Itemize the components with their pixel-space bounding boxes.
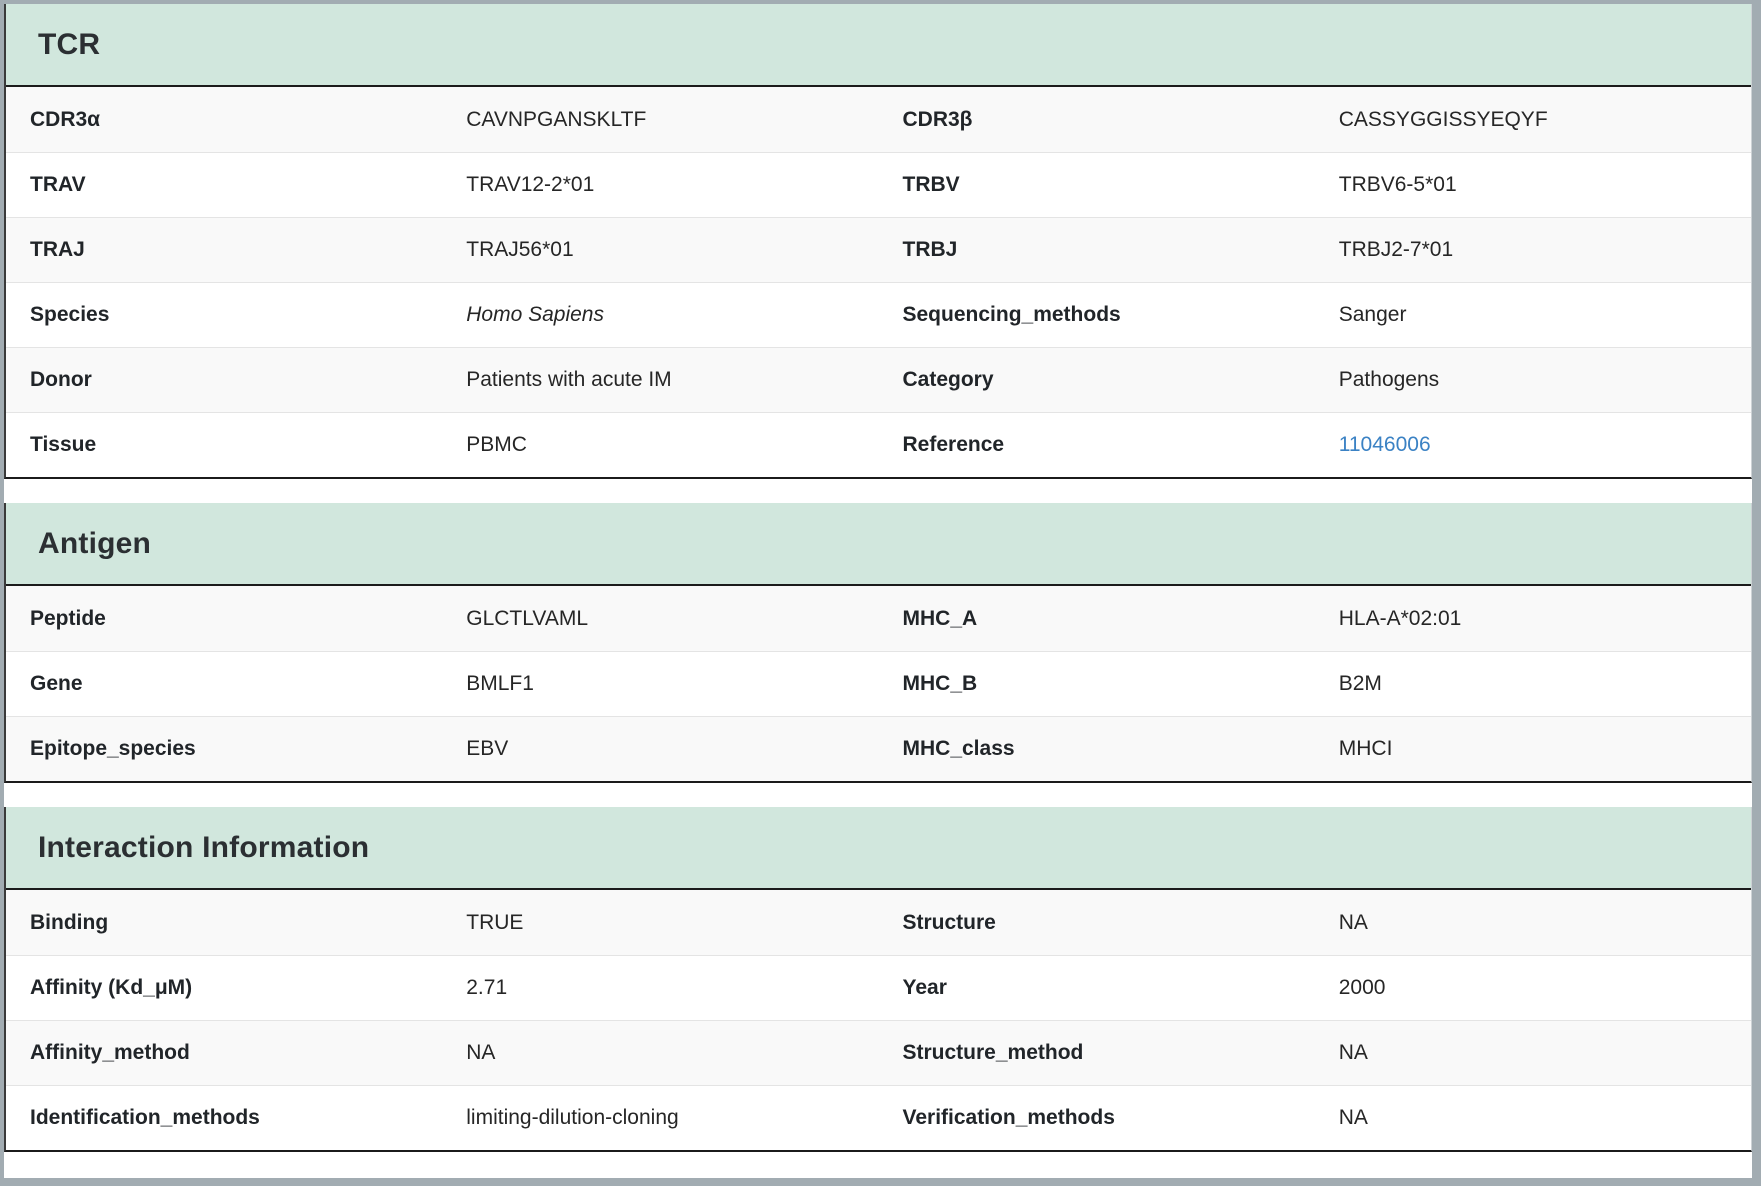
field-value-donor: Patients with acute IM [466, 368, 672, 392]
field-value-mhc-a: HLA-A*02:01 [1338, 606, 1462, 630]
section-title-interaction-information: Interaction Information [6, 807, 1751, 890]
field-label-affinity-method: Affinity_method [30, 1041, 190, 1065]
section-interaction-information: Interaction Information Binding TRUE Str… [4, 807, 1752, 1152]
field-value-trbj: TRBJ2-7*01 [1338, 238, 1454, 262]
field-value-binding: TRUE [466, 910, 524, 934]
field-label-peptide: Peptide [30, 606, 106, 630]
section-tcr: TCR CDR3α CAVNPGANSKLTF CDR3β CASSYGGISS… [4, 4, 1752, 479]
field-label-species: Species [30, 303, 110, 327]
field-value-species: Homo Sapiens [466, 303, 604, 327]
field-value-verification-methods: NA [1338, 1106, 1368, 1130]
table-row: Identification_methods limiting-dilution… [6, 1085, 1751, 1150]
table-row: Affinity (Kd_μM) 2.71 Year 2000 [6, 955, 1751, 1020]
field-value-epitope-species: EBV [466, 737, 509, 761]
field-label-category: Category [902, 368, 994, 392]
field-value-trbv: TRBV6-5*01 [1338, 173, 1457, 197]
field-value-affinity-method: NA [466, 1041, 496, 1065]
field-value-year: 2000 [1338, 976, 1386, 1000]
field-label-structure-method: Structure_method [902, 1041, 1084, 1065]
field-label-gene: Gene [30, 672, 83, 696]
field-value-identification-methods: limiting-dilution-cloning [466, 1106, 679, 1130]
table-row: TRAV TRAV12-2*01 TRBV TRBV6-5*01 [6, 152, 1751, 217]
field-value-category: Pathogens [1338, 368, 1440, 392]
field-label-sequencing-methods: Sequencing_methods [902, 303, 1121, 327]
field-label-cdr3b: CDR3β [902, 107, 973, 131]
field-label-verification-methods: Verification_methods [902, 1106, 1115, 1130]
field-value-traj: TRAJ56*01 [466, 238, 574, 262]
table-row: Gene BMLF1 MHC_B B2M [6, 651, 1751, 716]
reference-link[interactable]: 11046006 [1338, 433, 1431, 457]
field-label-structure: Structure [902, 910, 996, 934]
field-value-sequencing-methods: Sanger [1338, 303, 1407, 327]
field-label-reference: Reference [902, 433, 1005, 457]
field-label-affinity-kd: Affinity (Kd_μM) [30, 976, 193, 1000]
field-label-epitope-species: Epitope_species [30, 737, 196, 761]
field-label-mhc-a: MHC_A [902, 606, 978, 630]
field-label-donor: Donor [30, 368, 92, 392]
table-row: Donor Patients with acute IM Category Pa… [6, 347, 1751, 412]
table-row: Species Homo Sapiens Sequencing_methods … [6, 282, 1751, 347]
table-row: TRAJ TRAJ56*01 TRBJ TRBJ2-7*01 [6, 217, 1751, 282]
field-value-mhc-b: B2M [1338, 672, 1382, 696]
field-value-structure: NA [1338, 910, 1368, 934]
field-label-trbj: TRBJ [902, 238, 958, 262]
field-label-binding: Binding [30, 910, 109, 934]
field-label-trav: TRAV [30, 173, 86, 197]
field-value-trav: TRAV12-2*01 [466, 173, 595, 197]
field-label-identification-methods: Identification_methods [30, 1106, 260, 1130]
field-value-gene: BMLF1 [466, 672, 534, 696]
field-value-cdr3a: CAVNPGANSKLTF [466, 107, 647, 131]
field-label-trbv: TRBV [902, 173, 960, 197]
field-label-cdr3a: CDR3α [30, 107, 101, 131]
field-label-mhc-class: MHC_class [902, 737, 1015, 761]
table-row: Affinity_method NA Structure_method NA [6, 1020, 1751, 1085]
table-row: CDR3α CAVNPGANSKLTF CDR3β CASSYGGISSYEQY… [6, 87, 1751, 152]
field-value-structure-method: NA [1338, 1041, 1368, 1065]
field-label-year: Year [902, 976, 947, 1000]
section-title-tcr: TCR [6, 4, 1751, 87]
field-value-tissue: PBMC [466, 433, 527, 457]
table-row: Tissue PBMC Reference 11046006 [6, 412, 1751, 477]
field-value-affinity-kd: 2.71 [466, 976, 508, 1000]
table-row: Epitope_species EBV MHC_class MHCI [6, 716, 1751, 781]
table-row: Binding TRUE Structure NA [6, 890, 1751, 955]
field-label-mhc-b: MHC_B [902, 672, 978, 696]
table-row: Peptide GLCTLVAML MHC_A HLA-A*02:01 [6, 586, 1751, 651]
field-value-cdr3b: CASSYGGISSYEQYF [1338, 107, 1548, 131]
section-antigen: Antigen Peptide GLCTLVAML MHC_A HLA-A*02… [4, 503, 1752, 783]
section-title-antigen: Antigen [6, 503, 1751, 586]
field-value-mhc-class: MHCI [1338, 737, 1393, 761]
field-value-peptide: GLCTLVAML [466, 606, 589, 630]
field-label-tissue: Tissue [30, 433, 97, 457]
field-label-traj: TRAJ [30, 238, 85, 262]
